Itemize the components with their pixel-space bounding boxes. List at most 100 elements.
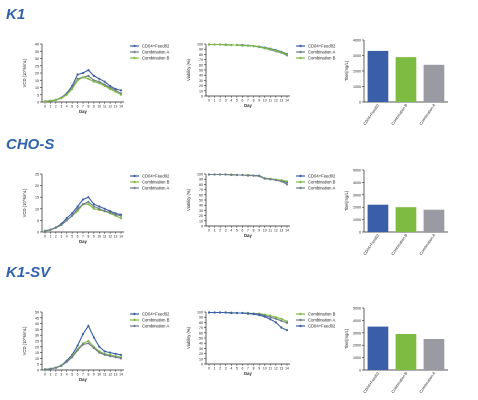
legend-marker [299, 312, 302, 316]
x-tick-label: 8 [87, 373, 89, 377]
data-point [280, 319, 283, 322]
data-point [103, 353, 106, 356]
data-point [269, 318, 272, 321]
x-axis-label: Day [79, 239, 87, 244]
y-tick-label: 70 [199, 188, 203, 192]
x-tick-label: 1 [214, 367, 216, 371]
category-label: CD04+Feed02 [363, 233, 381, 256]
y-tick-label: 1000 [353, 356, 361, 360]
x-tick-label: 2 [55, 105, 57, 109]
data-point [92, 336, 95, 339]
data-point [280, 317, 283, 320]
data-point [280, 180, 283, 183]
y-tick-label: 30 [199, 209, 203, 213]
data-point [81, 198, 85, 201]
data-point [246, 312, 250, 315]
bar [395, 57, 417, 102]
data-point [235, 173, 238, 177]
data-point [119, 357, 123, 360]
x-tick-label: 14 [285, 99, 289, 103]
y-tick-label: 100 [197, 43, 203, 47]
y-tick-label: 3000 [353, 54, 361, 58]
data-point [252, 313, 255, 316]
x-tick-label: 0 [44, 105, 46, 109]
data-point [280, 326, 283, 329]
x-tick-label: 4 [230, 99, 232, 103]
x-tick-label: 1 [214, 99, 216, 103]
y-tick-label: 15 [35, 351, 39, 355]
data-point [76, 344, 79, 347]
y-tick-label: 0 [37, 369, 39, 373]
y-tick-label: 5000 [353, 307, 361, 311]
legend-label: Combination A [308, 50, 335, 55]
x-tick-label: 6 [241, 367, 243, 371]
legend-label: CD04+Feed02 [308, 324, 336, 329]
data-point [213, 173, 216, 176]
y-tick-label: 15 [35, 79, 39, 83]
legend-marker [133, 312, 136, 316]
data-point [269, 178, 272, 181]
data-point [65, 217, 68, 220]
data-point [246, 44, 250, 47]
data-point [54, 366, 58, 369]
data-point [54, 226, 58, 229]
data-point [92, 346, 95, 350]
data-point [92, 207, 95, 210]
x-tick-label: 10 [97, 235, 101, 239]
x-tick-label: 7 [82, 235, 84, 239]
data-point [76, 210, 79, 213]
data-point [71, 214, 74, 217]
data-point [119, 93, 123, 96]
y-tick-label: 5000 [353, 169, 361, 173]
y-tick-label: 30 [35, 57, 39, 61]
data-point [103, 80, 106, 83]
category-label: Combination B [391, 371, 409, 394]
bar [423, 64, 445, 102]
legend-label: Combination A [142, 50, 169, 55]
data-point [258, 175, 261, 178]
data-point [207, 173, 211, 176]
y-tick-label: 5 [37, 363, 39, 367]
data-point [98, 205, 101, 208]
x-tick-label: 8 [87, 105, 89, 109]
data-point [285, 329, 289, 332]
y-tick-label: 90 [199, 316, 203, 320]
x-tick-label: 12 [274, 99, 278, 103]
y-axis-label: VCD (10^6/mL) [22, 58, 27, 87]
x-tick-label: 7 [82, 105, 84, 109]
data-point [285, 321, 289, 324]
y-tick-label: 0 [37, 231, 39, 235]
y-tick-label: 20 [199, 352, 203, 356]
data-point [109, 211, 112, 214]
y-tick-label: 0 [201, 225, 203, 229]
y-tick-label: 40 [199, 204, 203, 208]
data-point [230, 173, 233, 177]
legend-marker [299, 50, 302, 54]
x-tick-label: 9 [258, 229, 260, 233]
legend-label: CD04+Feed02 [142, 312, 170, 317]
data-point [87, 342, 90, 345]
data-point [81, 203, 85, 206]
data-point [269, 316, 272, 319]
category-label: Combination B [391, 233, 409, 256]
section-title-k1: K1 [6, 6, 26, 23]
data-point [76, 349, 79, 352]
data-point [258, 45, 261, 48]
data-point [114, 356, 117, 359]
y-tick-label: 80 [199, 53, 203, 57]
y-tick-label: 100 [197, 173, 203, 177]
data-point [60, 97, 63, 100]
data-point [98, 345, 101, 348]
data-point [114, 213, 117, 216]
x-tick-label: 4 [66, 105, 68, 109]
legend-label: Combination A [308, 318, 335, 323]
y-tick-label: 40 [199, 74, 203, 78]
y-axis-label: VCD (10^6/mL) [22, 326, 27, 355]
section-title-k1sv: K1-SV [6, 264, 51, 281]
x-tick-label: 3 [60, 373, 62, 377]
data-point [114, 90, 117, 93]
data-point [114, 352, 117, 355]
x-tick-label: 10 [263, 99, 267, 103]
legend-marker [133, 50, 136, 54]
